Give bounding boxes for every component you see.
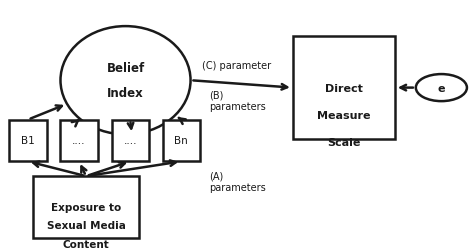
Text: Content: Content [63,239,109,249]
Text: B1: B1 [21,136,35,146]
Text: Index: Index [107,87,144,100]
Text: e: e [438,83,445,93]
Text: Exposure to: Exposure to [51,202,121,212]
Bar [293,37,395,140]
Text: Measure: Measure [317,110,371,120]
Text: Sexual Media: Sexual Media [46,220,126,230]
Circle shape [416,75,467,102]
Bar [9,120,46,162]
Text: (B)
parameters: (B) parameters [209,90,266,111]
Bar [61,120,98,162]
Text: Scale: Scale [327,137,361,147]
Text: (C) parameter: (C) parameter [202,61,272,71]
Text: ....: .... [73,136,86,146]
Text: ....: .... [123,136,137,146]
Bar [33,176,139,238]
Ellipse shape [61,27,191,135]
Bar [111,120,149,162]
Text: (A)
parameters: (A) parameters [209,170,266,192]
Text: Belief: Belief [106,62,145,75]
Text: Direct: Direct [325,83,363,93]
Text: Bn: Bn [174,136,188,146]
Bar [163,120,200,162]
